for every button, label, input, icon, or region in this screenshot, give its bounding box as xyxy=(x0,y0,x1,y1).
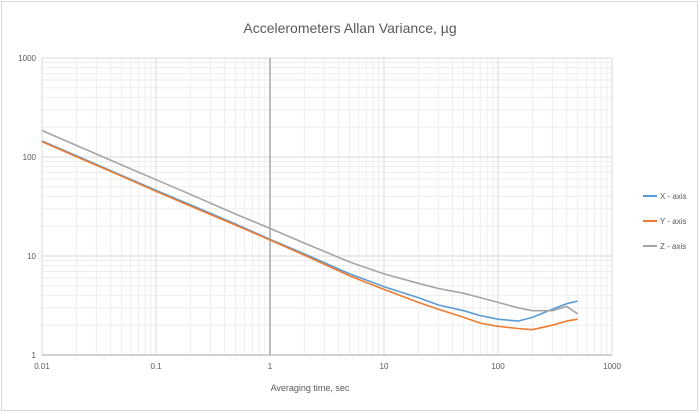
y-tick-label: 1000 xyxy=(18,54,36,63)
legend-label: Z - axis xyxy=(660,242,686,251)
x-tick-label: 0.01 xyxy=(34,362,50,371)
series-line-3 xyxy=(41,129,579,315)
x-tick-label: 1000 xyxy=(603,362,621,371)
legend-label: X - axis xyxy=(660,192,687,201)
y-tick-label: 10 xyxy=(27,252,36,261)
x-tick-label: 100 xyxy=(491,362,505,371)
x-tick-label: 10 xyxy=(380,362,389,371)
y-tick-label: 1 xyxy=(32,351,37,360)
chart-title: Accelerometers Allan Variance, µg xyxy=(243,20,457,36)
series-line-2 xyxy=(41,140,578,331)
series-line-1 xyxy=(41,140,578,322)
x-axis-label: Averaging time, sec xyxy=(270,383,350,393)
x-tick-label: 1 xyxy=(268,362,273,371)
y-tick-label: 100 xyxy=(23,153,37,162)
legend-label: Y - axis xyxy=(660,217,687,226)
x-tick-label: 0.1 xyxy=(150,362,162,371)
